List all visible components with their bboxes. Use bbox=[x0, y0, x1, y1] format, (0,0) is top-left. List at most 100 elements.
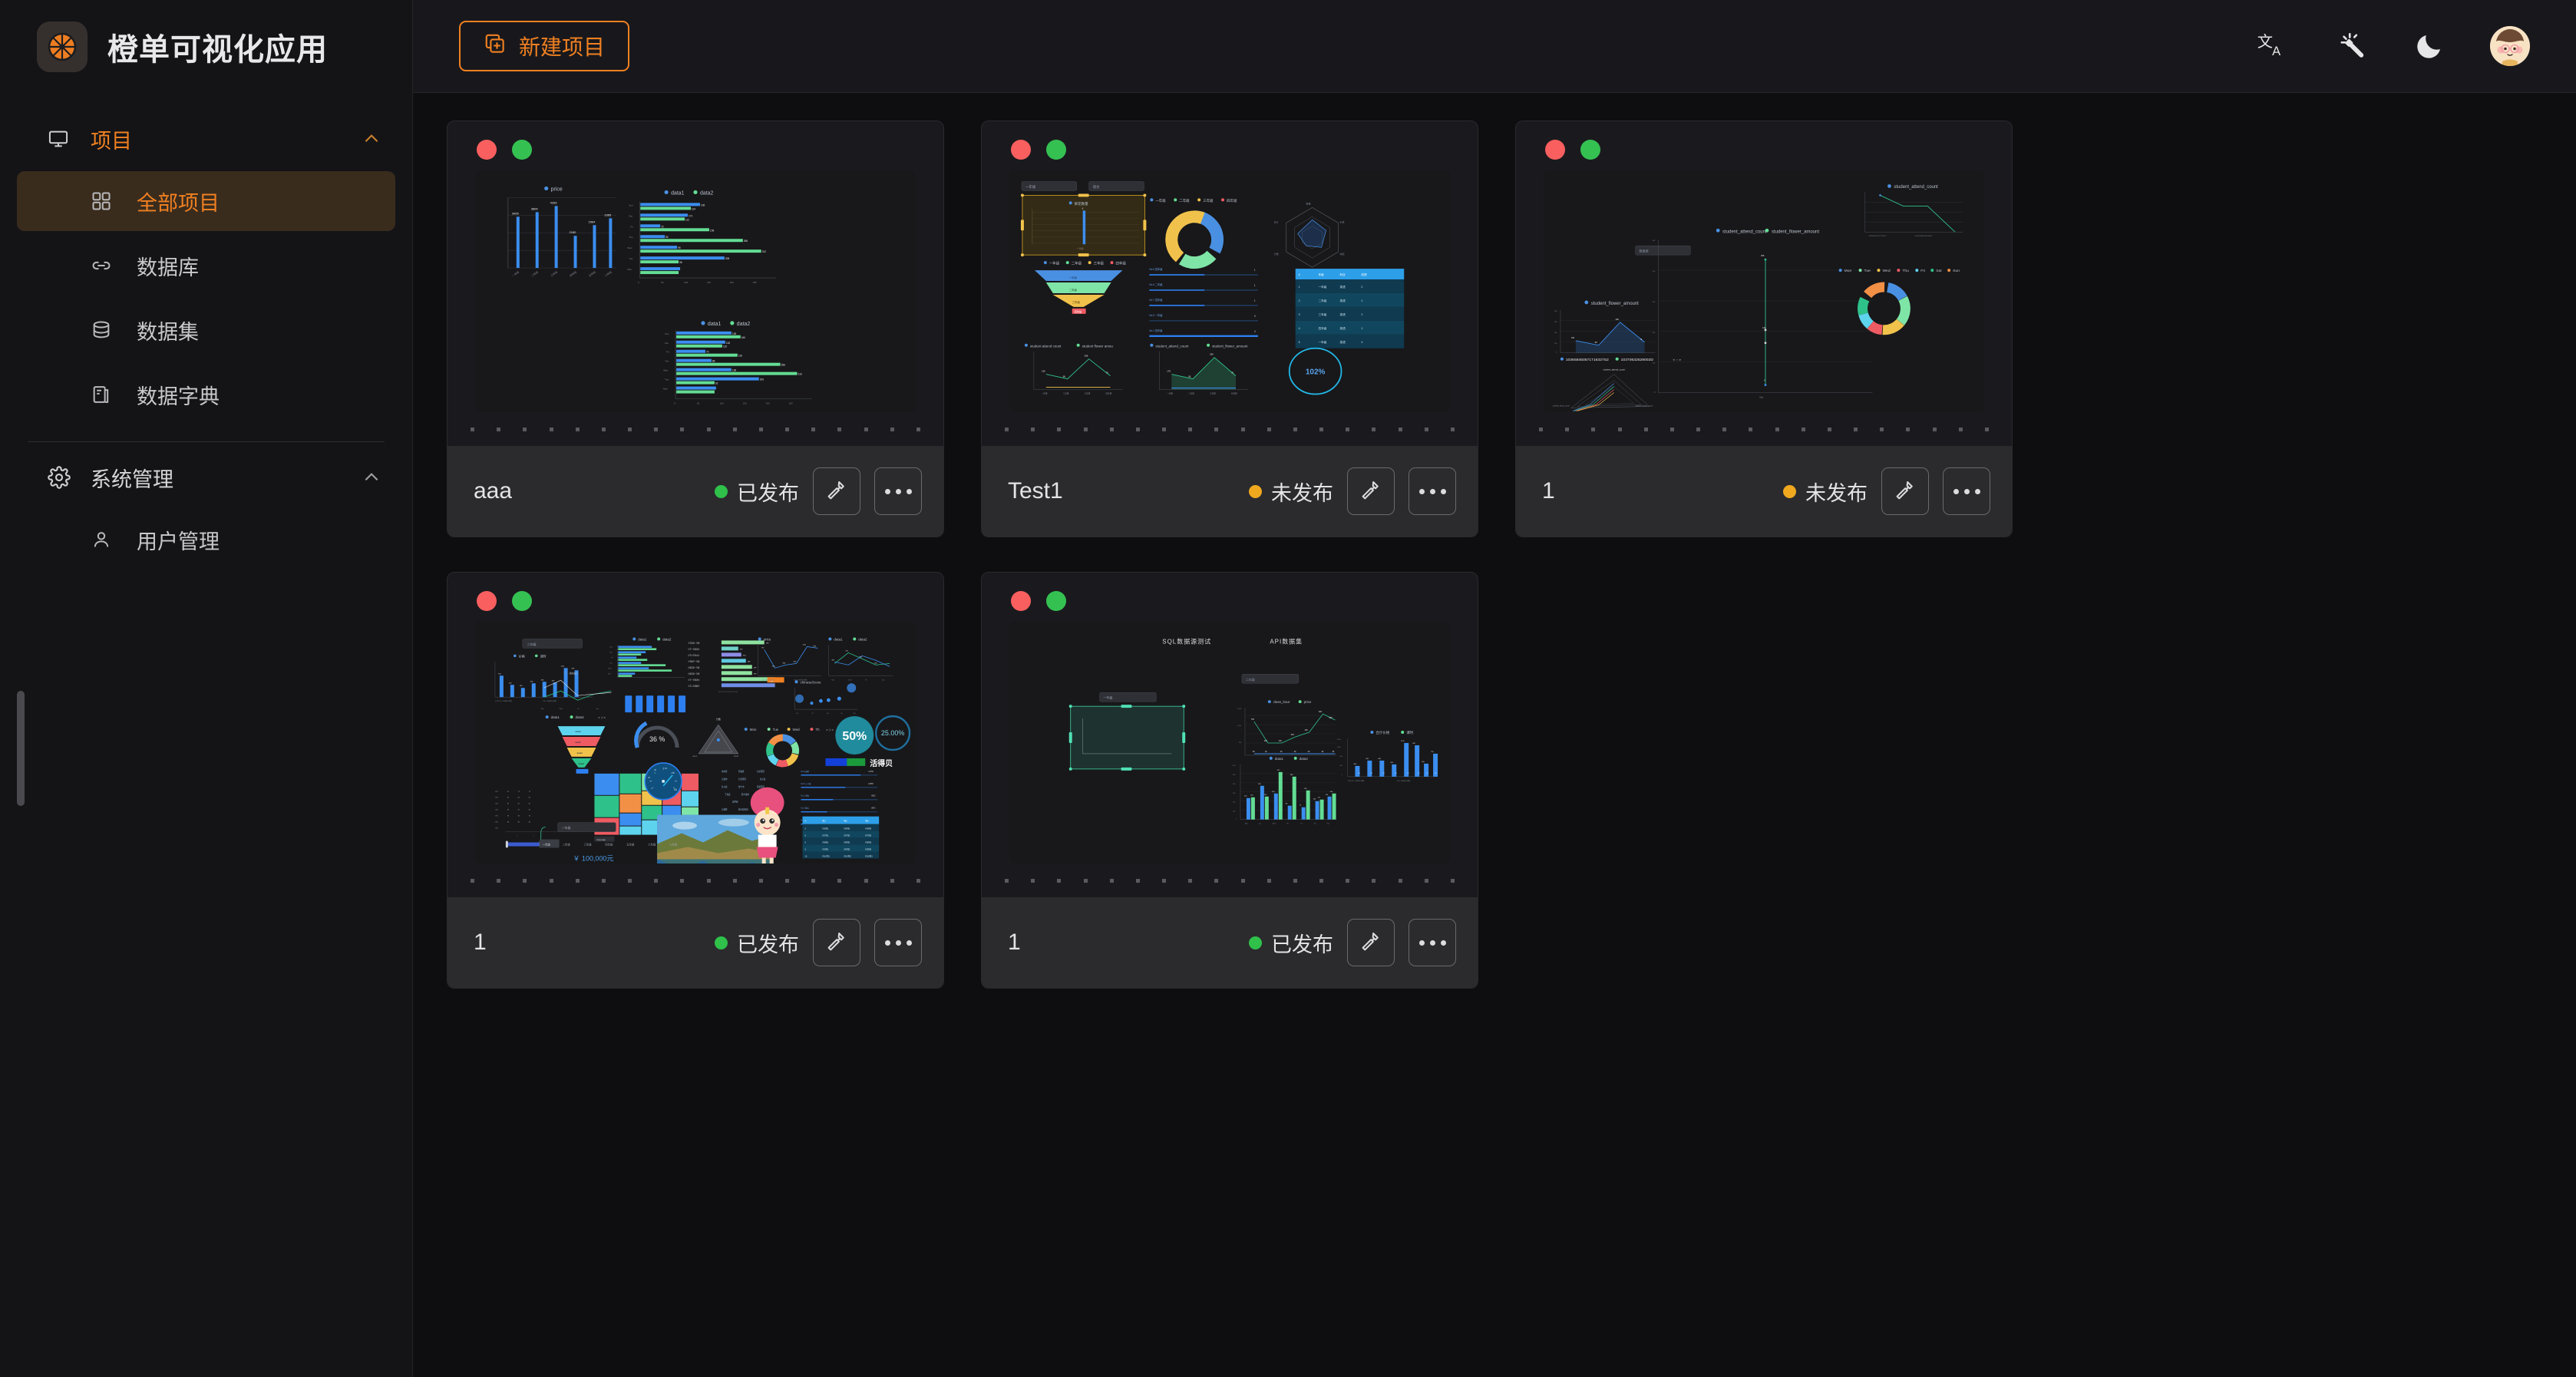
project-card[interactable]: student_attend_count bbox=[1515, 121, 2013, 537]
user-avatar[interactable] bbox=[2490, 26, 2530, 66]
svg-text:#: # bbox=[805, 820, 807, 823]
sidebar-item-label: 全部项目 bbox=[137, 191, 220, 215]
sidebar-item-label: 数据集 bbox=[137, 320, 199, 344]
svg-text:76: 76 bbox=[1640, 338, 1643, 341]
project-card[interactable]: 一年级 语文 鲜花数量 bbox=[981, 121, 1478, 537]
project-card[interactable]: 二年级 价格 课时 bbox=[447, 572, 944, 989]
more-button[interactable] bbox=[874, 467, 922, 515]
more-horizontal-icon bbox=[1418, 488, 1446, 494]
svg-text:3495: 3495 bbox=[512, 211, 520, 215]
more-button[interactable] bbox=[1409, 919, 1456, 966]
sidebar-item-database[interactable]: 数据库 bbox=[17, 236, 395, 296]
hammer-icon bbox=[825, 479, 848, 504]
svg-text:data2: data2 bbox=[662, 637, 672, 641]
svg-text:三年级: 三年级 bbox=[1210, 392, 1216, 395]
svg-text:data1: data1 bbox=[671, 190, 685, 196]
svg-text:2964: 2964 bbox=[588, 220, 596, 223]
svg-text:71: 71 bbox=[518, 791, 520, 793]
svg-text:Sat: Sat bbox=[629, 214, 632, 217]
sidebar-scrollbar[interactable] bbox=[17, 691, 25, 806]
sidebar-item-data-dictionary[interactable]: 数据字典 bbox=[17, 365, 395, 424]
more-button[interactable] bbox=[874, 919, 922, 966]
project-card[interactable]: SQL数据源测试 API数据集 二年级 一年级 bbox=[981, 572, 1478, 989]
monitor-icon bbox=[48, 128, 83, 150]
svg-text:一年级: 一年级 bbox=[1049, 261, 1060, 266]
svg-text:小学一年级语文课程: 小学一年级语文课程 bbox=[543, 699, 556, 702]
thumbnail-dot-row bbox=[447, 412, 943, 446]
svg-text:行9列1: 行9列1 bbox=[822, 848, 829, 851]
close-dot-icon bbox=[477, 591, 497, 611]
svg-text:128: 128 bbox=[732, 332, 737, 335]
svg-text:丁青县: 丁青县 bbox=[725, 793, 731, 796]
svg-text:大班英语一年级: 大班英语一年级 bbox=[688, 665, 700, 669]
build-button[interactable] bbox=[1881, 467, 1929, 515]
window-dots bbox=[447, 573, 943, 622]
svg-text:10: 10 bbox=[1395, 773, 1397, 774]
project-card[interactable]: price bbox=[447, 121, 944, 537]
svg-text:价格: 价格 bbox=[1340, 220, 1345, 223]
svg-text:No.7 四年级: No.7 四年级 bbox=[1149, 298, 1163, 302]
svg-text:138: 138 bbox=[1571, 337, 1575, 339]
svg-text:三年级: 三年级 bbox=[1072, 300, 1081, 304]
chevron-up-icon[interactable] bbox=[362, 129, 381, 149]
svg-text:Fri: Fri bbox=[1301, 823, 1303, 825]
svg-text:132: 132 bbox=[1264, 794, 1267, 796]
status-label: 未发布 bbox=[1805, 481, 1868, 505]
svg-text:750: 750 bbox=[498, 673, 501, 675]
magic-wand-icon[interactable] bbox=[2333, 28, 2369, 64]
svg-text:timemap: timemap bbox=[596, 838, 606, 841]
new-project-button[interactable]: 新建项目 bbox=[459, 21, 630, 71]
svg-text:数量: 数量 bbox=[1306, 201, 1311, 205]
sidebar-item-label: 用户管理 bbox=[137, 530, 220, 553]
svg-text:三年级: 三年级 bbox=[584, 843, 593, 847]
svg-text:四年级: 四年级 bbox=[605, 843, 613, 847]
hammer-icon bbox=[825, 930, 848, 956]
svg-text:data1: data1 bbox=[570, 671, 579, 675]
svg-text:103658450571716327S2: 103658450571716327S2 bbox=[1566, 358, 1609, 362]
translate-icon[interactable]: 文 A bbox=[2255, 28, 2290, 64]
svg-text:data2: data2 bbox=[579, 762, 585, 765]
svg-text:400: 400 bbox=[552, 680, 555, 682]
sidebar-item-all-projects[interactable]: 全部项目 bbox=[17, 171, 395, 231]
sidebar-group-system[interactable]: 系统管理 bbox=[0, 450, 412, 505]
moon-icon[interactable] bbox=[2412, 28, 2447, 64]
more-button[interactable] bbox=[1409, 467, 1456, 515]
svg-text:一年级: 一年级 bbox=[511, 269, 520, 277]
svg-text:250: 250 bbox=[1653, 271, 1656, 272]
status-dot-icon bbox=[1249, 936, 1262, 949]
build-button[interactable] bbox=[813, 919, 860, 966]
svg-text:160: 160 bbox=[741, 336, 746, 339]
svg-text:3805: 3805 bbox=[531, 206, 539, 210]
project-name: Test1 bbox=[1008, 478, 1063, 504]
svg-text:17位: 17位 bbox=[495, 796, 498, 799]
svg-text:二年级: 二年级 bbox=[1188, 392, 1194, 395]
build-button[interactable] bbox=[1347, 919, 1395, 966]
svg-text:行10列3: 行10列3 bbox=[865, 854, 873, 857]
svg-text:312: 312 bbox=[762, 250, 767, 253]
svg-text:25.00%: 25.00% bbox=[881, 729, 904, 737]
svg-text:160: 160 bbox=[520, 685, 523, 687]
hammer-icon bbox=[1359, 479, 1382, 504]
more-button[interactable] bbox=[1943, 467, 1990, 515]
build-button[interactable] bbox=[813, 467, 860, 515]
svg-text:300: 300 bbox=[1353, 764, 1356, 765]
sidebar-item-user-management[interactable]: 用户管理 bbox=[17, 510, 395, 570]
svg-text:Wed: Wed bbox=[608, 668, 611, 669]
status-label: 已发布 bbox=[737, 933, 799, 956]
sidebar-item-dataset[interactable]: 数据集 bbox=[17, 300, 395, 360]
svg-text:Wed: Wed bbox=[793, 728, 801, 731]
svg-text:行7列3: 行7列3 bbox=[865, 834, 872, 837]
build-button[interactable] bbox=[1347, 467, 1395, 515]
svg-text:Mon: Mon bbox=[831, 679, 834, 681]
status-badge: 未发布 bbox=[1783, 477, 1868, 507]
svg-text:100: 100 bbox=[1233, 811, 1236, 813]
sidebar-group-projects[interactable]: 项目 bbox=[0, 111, 412, 167]
thumbnail-wrap: student_attend_count bbox=[1516, 170, 2012, 412]
svg-text:1037456805639256410: 1037456805639256410 bbox=[1914, 236, 1933, 237]
topbar: 新建项目 文 A bbox=[413, 0, 2576, 93]
project-thumbnail: SQL数据源测试 API数据集 二年级 一年级 bbox=[1009, 622, 1450, 864]
svg-text:data1: data1 bbox=[576, 741, 582, 744]
chevron-up-icon[interactable] bbox=[362, 467, 381, 487]
svg-text:95: 95 bbox=[678, 246, 681, 249]
svg-text:999: 999 bbox=[1412, 743, 1415, 745]
